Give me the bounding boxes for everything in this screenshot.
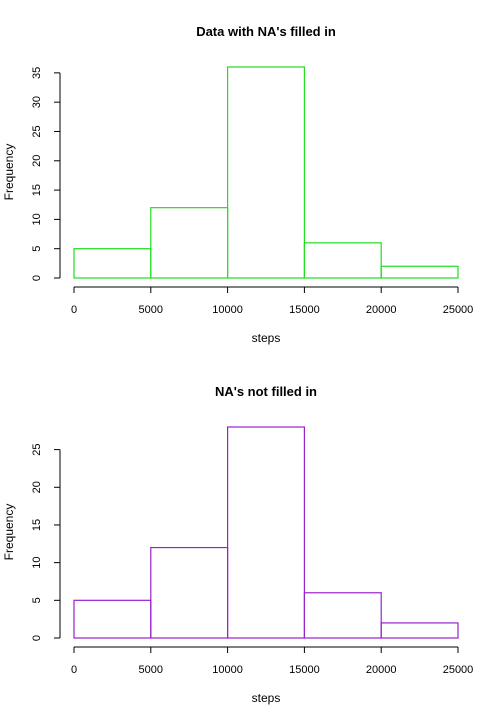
x-axis-label: steps	[252, 691, 281, 705]
chart-title: Data with NA's filled in	[196, 24, 336, 39]
bars	[73, 66, 459, 279]
y-axis-label: Frequency	[2, 504, 16, 561]
y-tick-label: 20	[31, 481, 43, 493]
histogram-bar	[150, 207, 229, 279]
histogram-bar	[73, 248, 152, 279]
histogram-panel-filled: Data with NA's filled in steps Frequency…	[2, 24, 473, 345]
x-axis-label: steps	[252, 331, 281, 345]
x-tick-label: 0	[71, 304, 77, 316]
x-tick-label: 10000	[212, 304, 243, 316]
histogram-bar	[380, 622, 459, 639]
x-tick-label: 0	[71, 664, 77, 676]
y-axis: 0 5 10 15 20 25	[31, 443, 61, 641]
y-tick-label: 15	[31, 519, 43, 531]
histogram-bar	[150, 546, 229, 639]
histogram-bar	[303, 592, 382, 639]
y-tick-label: 30	[31, 96, 43, 108]
x-tick-label: 15000	[289, 664, 320, 676]
y-tick-label: 10	[31, 213, 43, 225]
y-tick-label: 0	[31, 635, 43, 641]
y-tick-label: 25	[31, 443, 43, 455]
x-tick-label: 5000	[139, 304, 163, 316]
chart-title: NA's not filled in	[215, 384, 317, 399]
y-tick-label: 25	[31, 125, 43, 137]
x-tick-label: 20000	[366, 664, 397, 676]
y-tick-label: 0	[31, 275, 43, 281]
histogram-bar	[73, 599, 152, 639]
y-tick-label: 35	[31, 67, 43, 79]
x-tick-label: 10000	[212, 664, 243, 676]
histogram-bar	[227, 426, 306, 639]
y-tick-label: 5	[31, 246, 43, 252]
histogram-bar	[303, 242, 382, 279]
x-axis: 0 5000 10000 15000 20000 25000	[71, 646, 474, 676]
x-tick-label: 20000	[366, 304, 397, 316]
x-tick-label: 5000	[139, 664, 163, 676]
histogram-panel-not-filled: NA's not filled in steps Frequency 0 5000…	[2, 384, 473, 705]
x-tick-label: 15000	[289, 304, 320, 316]
x-axis: 0 5000 10000 15000 20000 25000	[71, 286, 474, 316]
y-axis-label: Frequency	[2, 144, 16, 201]
y-tick-label: 15	[31, 184, 43, 196]
y-tick-label: 5	[31, 597, 43, 603]
y-tick-label: 10	[31, 557, 43, 569]
x-tick-label: 25000	[443, 304, 474, 316]
histogram-bar	[227, 66, 306, 279]
y-axis: 0 5 10 15 20 25 30 35	[31, 67, 61, 281]
x-tick-label: 25000	[443, 664, 474, 676]
bars	[73, 426, 459, 639]
histogram-bar	[380, 265, 459, 279]
y-tick-label: 20	[31, 155, 43, 167]
